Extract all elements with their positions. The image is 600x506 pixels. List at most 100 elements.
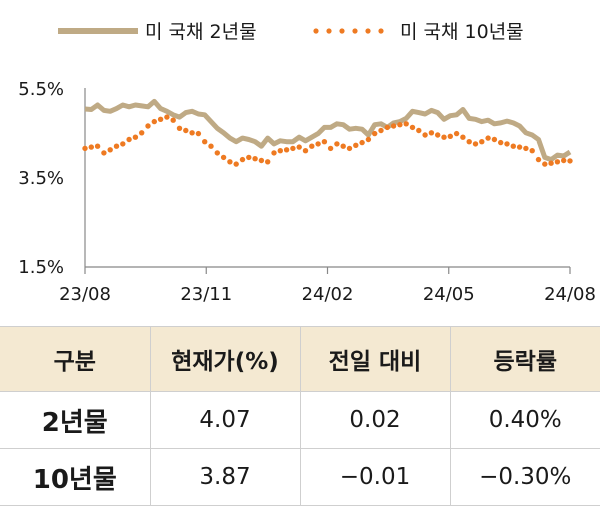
legend-label-2y: 미 국채 2년물 [145, 21, 257, 43]
data-point-10y [472, 141, 479, 147]
header-day-change: 전일 대비 [299, 326, 450, 392]
header-category: 구분 [0, 326, 150, 392]
data-point-10y [535, 156, 542, 163]
data-point-10y [189, 130, 195, 136]
data-point-10y [510, 143, 516, 149]
x-tick-label: 23/08 [59, 284, 111, 305]
data-point-10y [309, 143, 315, 149]
row-label-10y: 10년물 [0, 448, 150, 506]
data-point-10y [485, 135, 491, 141]
data-point-10y [372, 130, 378, 137]
data-point-10y [120, 141, 126, 147]
data-point-10y [567, 158, 573, 164]
data-point-10y [554, 159, 561, 165]
cell-change-rate: −0.30% [449, 448, 600, 506]
data-point-10y [466, 139, 472, 145]
data-point-10y [176, 125, 183, 131]
data-point-10y [561, 157, 567, 164]
data-point-10y [126, 136, 132, 143]
table-row: 2년물 4.07 0.02 0.40% [0, 391, 600, 449]
data-point-10y [277, 148, 283, 154]
data-point-10y [170, 117, 176, 123]
y-tick-label: 5.5% [18, 79, 64, 100]
data-point-10y [220, 154, 227, 161]
data-point-10y [88, 144, 95, 150]
data-point-10y [523, 145, 529, 152]
data-point-10y [403, 121, 409, 127]
data-point-10y [504, 141, 510, 147]
yield-quote-table: 구분 현재가(%) 전일 대비 등락률 2년물 4.07 0.02 0.40% … [0, 326, 600, 506]
data-point-10y [359, 139, 365, 146]
data-point-10y [353, 142, 359, 148]
data-point-10y [202, 139, 208, 145]
data-point-10y [334, 141, 340, 147]
data-point-10y [271, 150, 277, 156]
data-point-10y [265, 159, 271, 165]
data-point-10y [548, 160, 554, 166]
data-point-10y [498, 139, 504, 146]
data-point-10y [384, 124, 390, 131]
row-label-2y: 2년물 [0, 391, 150, 449]
data-point-10y [113, 143, 120, 149]
data-point-10y [195, 130, 202, 137]
cell-day-change: 0.02 [299, 391, 450, 449]
data-point-10y [340, 143, 346, 149]
legend-swatch-10y [313, 28, 384, 34]
data-point-10y [365, 136, 372, 143]
data-point-10y [390, 123, 397, 129]
data-point-10y [409, 124, 416, 131]
cell-change-rate: 0.40% [449, 391, 600, 449]
x-tick-label: 23/11 [180, 284, 232, 305]
data-point-10y [283, 147, 290, 153]
data-point-10y [479, 139, 485, 145]
data-point-10y [542, 161, 548, 167]
data-point-10y [139, 130, 145, 136]
data-point-10y [290, 145, 296, 152]
data-point-10y [107, 147, 113, 153]
header-current-price: 현재가(%) [149, 326, 300, 392]
data-point-10y [246, 154, 252, 161]
cell-current-price: 3.87 [149, 448, 300, 506]
data-point-10y [327, 145, 334, 152]
data-point-10y [378, 127, 384, 134]
data-point-10y [183, 127, 189, 134]
data-point-10y [416, 127, 422, 134]
x-tick-label: 24/02 [302, 284, 354, 305]
data-point-10y [491, 136, 498, 143]
data-point-10y [428, 130, 435, 136]
data-point-10y [233, 161, 239, 167]
data-point-10y [397, 122, 403, 128]
data-point-10y [145, 123, 151, 129]
data-point-10y [296, 144, 302, 150]
data-point-10y [435, 132, 441, 138]
data-point-10y [441, 134, 447, 140]
data-point-10y [258, 157, 265, 164]
x-tick-label: 24/05 [423, 284, 475, 305]
data-point-10y [321, 139, 328, 145]
series-line-10y [82, 114, 573, 167]
data-point-10y [227, 159, 233, 165]
y-tick-label: 3.5% [18, 168, 64, 189]
data-point-10y [252, 156, 258, 162]
y-tick-label: 1.5% [18, 257, 64, 278]
data-point-10y [315, 141, 321, 147]
cell-current-price: 4.07 [149, 391, 300, 449]
cell-day-change: −0.01 [299, 448, 450, 506]
data-point-10y [132, 134, 139, 140]
data-point-10y [422, 132, 428, 138]
data-point-10y [164, 114, 170, 120]
data-point-10y [82, 145, 88, 152]
data-point-10y [214, 150, 220, 156]
data-point-10y [447, 133, 453, 139]
data-point-10y [157, 116, 164, 123]
data-point-10y [101, 150, 107, 156]
data-point-10y [151, 118, 157, 125]
series-line-2y [84, 98, 572, 163]
data-point-10y [346, 145, 353, 152]
data-point-10y [94, 143, 101, 149]
data-point-10y [516, 144, 523, 150]
table-row: 10년물 3.87 −0.01 −0.30% [0, 448, 600, 506]
data-point-10y [460, 134, 466, 140]
data-point-10y [529, 148, 535, 154]
data-point-10y [239, 156, 246, 163]
